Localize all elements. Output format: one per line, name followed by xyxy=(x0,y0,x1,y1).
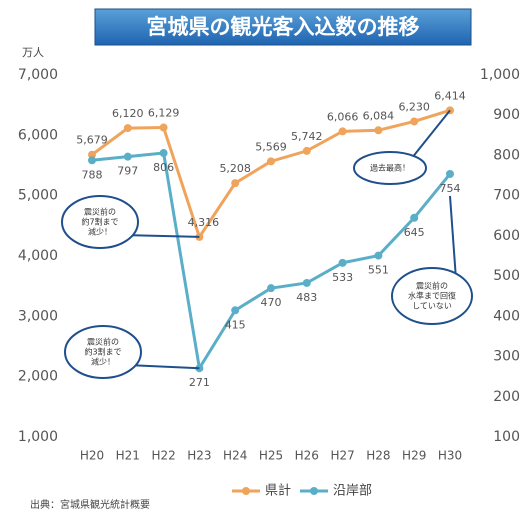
data-label: 6,129 xyxy=(148,107,180,120)
callout xyxy=(391,267,473,325)
data-label: 271 xyxy=(189,376,210,389)
x-tick-label: H21 xyxy=(116,449,140,463)
x-tick-label: H20 xyxy=(80,449,104,463)
marker xyxy=(410,117,419,126)
data-label: 483 xyxy=(296,291,317,304)
marker xyxy=(267,284,275,293)
annotation: 減少！ xyxy=(88,227,112,237)
data-label: 470 xyxy=(261,296,282,309)
marker xyxy=(302,146,311,155)
callout-pointer xyxy=(125,364,200,370)
marker xyxy=(88,156,96,165)
callout-pointer xyxy=(122,234,200,238)
marker xyxy=(159,123,168,132)
callout-pointer xyxy=(449,195,457,280)
y2-tick-label: 100 xyxy=(493,429,520,445)
y-tick-label: 7,000 xyxy=(18,67,58,83)
data-label: 788 xyxy=(82,168,103,181)
data-label: 5,208 xyxy=(219,162,251,175)
y2-tick-label: 200 xyxy=(493,389,520,405)
annotation: 震災前の xyxy=(87,337,119,347)
title-box xyxy=(94,8,472,46)
y2-tick-label: 800 xyxy=(493,147,520,163)
data-label: 797 xyxy=(117,165,138,178)
data-label: 5,679 xyxy=(76,134,108,147)
data-label: 551 xyxy=(368,264,389,277)
marker xyxy=(446,169,454,178)
data-label: 4,316 xyxy=(188,216,220,229)
legend-marker xyxy=(310,487,318,495)
annotation: 水準まで回復 xyxy=(408,291,456,301)
y-tick-label: 1,000 xyxy=(18,429,58,445)
data-label: 645 xyxy=(404,226,425,239)
marker xyxy=(302,278,311,287)
series-line xyxy=(91,151,452,373)
legend-marker xyxy=(242,487,250,495)
marker xyxy=(338,127,347,136)
y2-tick-label: 700 xyxy=(493,188,520,204)
y2-tick-label: 600 xyxy=(493,228,520,244)
marker xyxy=(374,126,383,135)
marker xyxy=(410,213,419,222)
y-tick-label: 4,000 xyxy=(18,248,58,264)
marker xyxy=(123,124,132,133)
marker xyxy=(88,150,96,159)
x-tick-label: H22 xyxy=(151,449,175,463)
annotation: 約7割まで xyxy=(81,217,118,227)
annotation: 震災前の xyxy=(84,207,116,217)
x-tick-label: H30 xyxy=(438,449,462,463)
annotation: 過去最高！ xyxy=(370,163,410,173)
data-label: 6,084 xyxy=(363,109,395,122)
data-label: 415 xyxy=(225,318,246,331)
legend-label: 沿岸部 xyxy=(333,484,372,499)
x-tick-label: H27 xyxy=(330,449,354,463)
marker xyxy=(231,179,240,188)
data-label: 6,066 xyxy=(327,110,359,123)
legend-label: 県計 xyxy=(265,483,291,499)
y-tick-label: 5,000 xyxy=(18,188,58,204)
x-tick-label: H28 xyxy=(366,449,390,463)
source: 出典：宮城県観光統計概要 xyxy=(30,498,150,511)
data-label: 5,569 xyxy=(255,140,287,153)
marker xyxy=(374,251,383,260)
y2-tick-label: 400 xyxy=(493,308,520,324)
annotation: していない xyxy=(412,302,452,311)
chart-title: 宮城県の観光客入込数の推移 xyxy=(147,15,420,39)
y-tick-label: 3,000 xyxy=(18,308,58,324)
data-label: 806 xyxy=(153,161,174,174)
data-label: 6,414 xyxy=(434,89,466,102)
marker xyxy=(338,258,347,267)
annotation: 減少！ xyxy=(91,357,115,367)
annotation: 震災前の xyxy=(416,281,448,291)
data-label: 754 xyxy=(440,182,461,195)
x-tick-label: H25 xyxy=(259,449,283,463)
marker xyxy=(159,149,168,158)
callout xyxy=(61,195,139,249)
marker xyxy=(231,306,240,315)
y2-tick-label: 300 xyxy=(493,349,520,365)
unit-label: 万人 xyxy=(22,46,44,59)
marker xyxy=(123,152,132,161)
y-tick-label: 2,000 xyxy=(18,369,58,385)
y2-tick-label: 500 xyxy=(493,268,520,284)
x-tick-label: H29 xyxy=(402,449,426,463)
data-label: 5,742 xyxy=(291,130,323,143)
y2-tick-label: 900 xyxy=(493,107,520,123)
x-tick-label: H23 xyxy=(187,449,211,463)
y-tick-label: 6,000 xyxy=(18,127,58,143)
y2-tick-label: 1,000 xyxy=(480,67,520,83)
data-label: 533 xyxy=(332,271,353,284)
annotation: 約3割まで xyxy=(84,347,121,357)
x-tick-label: H26 xyxy=(295,449,319,463)
callout-pointer xyxy=(410,109,451,160)
data-label: 6,120 xyxy=(112,107,144,120)
data-label: 6,230 xyxy=(398,100,430,113)
x-tick-label: H24 xyxy=(223,449,247,463)
marker xyxy=(267,157,275,166)
callout xyxy=(353,151,427,185)
callout xyxy=(64,325,142,379)
